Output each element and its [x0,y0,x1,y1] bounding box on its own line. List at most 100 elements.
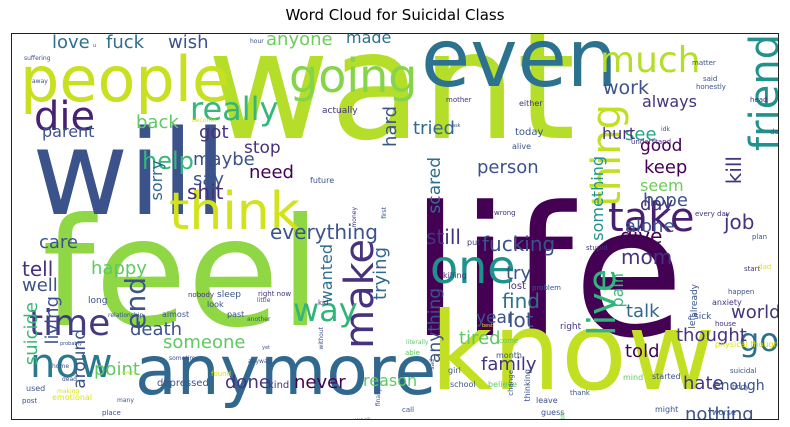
cloud-word: nothing [685,404,754,420]
cloud-word: gone [575,418,592,420]
cloud-word: reason [363,371,418,390]
cloud-word: take [608,195,695,241]
cloud-word: change [507,370,515,396]
cloud-word: family [481,354,537,375]
cloud-word: suffering [24,55,51,62]
cloud-word: money [351,207,358,228]
cloud-word: mind [623,373,644,382]
cloud-word: yet [262,345,270,351]
cloud-word: hurt [602,124,636,143]
cloud-word: found [211,370,232,378]
cloud-word: hope [643,190,688,211]
cloud-word: talk [626,301,660,322]
cloud-word: told [625,341,660,362]
cloud-word: time [29,303,111,344]
cloud-word: school [450,380,476,389]
cloud-word: honestly [696,83,726,91]
cloud-word: thought [676,325,747,346]
cloud-word: point [94,359,140,380]
cloud-word: want [207,34,576,174]
cloud-word: ask [452,123,461,129]
cloud-word: finally [375,388,382,407]
cloud-word: away [32,78,48,85]
cloud-word: suicide [21,302,42,366]
cloud-word: hour [250,38,264,45]
cloud-word: hate [683,373,724,394]
cloud-word: call [402,406,415,414]
cloud-word: month [496,351,522,360]
cloud-word: said [703,75,718,83]
cloud-word: way [293,291,358,329]
cloud-word: back [136,112,179,133]
cloud-word: long [88,296,108,306]
cloud-word: really [190,90,279,128]
word-cloud: want life feel know anymore even people will thi… [12,34,778,419]
cloud-word: past [227,310,245,319]
cloud-word: lot [508,308,534,332]
cloud-word: think [169,182,300,242]
cloud-word: every day [695,210,730,218]
cloud-word: suicidal [730,367,757,375]
cloud-word: tried [413,118,455,139]
cloud-word: well [22,275,58,296]
cloud-word: dad [758,263,772,271]
cloud-word: kid [318,299,329,307]
cloud-word: seem [640,176,684,195]
cloud-word: physical thought [715,340,778,349]
cloud-word: alive [512,142,532,151]
cloud-word: making [57,388,80,395]
cloud-word: stupid [586,244,608,252]
cloud-word: sad [429,359,436,370]
cloud-word: u [93,43,97,49]
cloud-word: every [122,370,137,376]
cloud-word: sleep [217,290,241,300]
cloud-word: find [502,289,540,313]
cloud-word: anything [425,288,445,363]
cloud-word: work [603,77,649,99]
cloud-word: post [22,397,38,405]
cloud-word: future [310,176,335,185]
cloud-word: deserve [770,128,778,136]
cloud-word: scared [425,157,445,214]
cloud-word: emotional [52,393,93,402]
cloud-word: little [257,297,271,304]
cloud-word: enough [712,378,765,394]
word-cloud-frame: want life feel know anymore even people will thi… [11,33,779,420]
cloud-word: go [739,321,778,359]
cloud-word: guess [541,408,565,417]
cloud-word: job [724,210,755,234]
cloud-word: idk [661,126,670,133]
cloud-word: dead [62,376,77,383]
cloud-word: believe [488,380,518,389]
cloud-word: come [499,337,519,345]
cloud-word: home [52,363,70,370]
cloud-word: matter [692,59,716,67]
cloud-word: first [381,207,388,219]
cloud-word: problem [532,284,561,292]
cloud-word: able [405,349,420,357]
cloud-word: life [410,169,685,378]
cloud-word: even [421,34,618,105]
cloud-word: either [519,99,543,108]
cloud-word: worse [712,408,736,417]
cloud-word: probably [60,341,82,347]
cloud-word: literally [406,339,429,346]
cloud-word: killing [443,271,467,280]
cloud-word: pain [608,273,627,308]
cloud-word: fucking [482,232,556,256]
cloud-word: used [26,384,46,393]
cloud-word: feel [42,187,322,361]
cloud-word: love [52,34,90,53]
cloud-word: almost [162,310,190,319]
cloud-word: tired [459,328,501,349]
cloud-word: always [642,92,697,111]
cloud-word: alone [625,216,675,237]
cloud-word: trying [370,247,391,300]
cloud-word: person [477,157,539,178]
cloud-word: girl [448,366,461,375]
cloud-word: week [355,418,371,420]
cloud-word: right [560,322,582,332]
cloud-word: someone [163,332,246,353]
cloud-word: left [688,314,698,329]
cloud-word: going [289,49,418,103]
